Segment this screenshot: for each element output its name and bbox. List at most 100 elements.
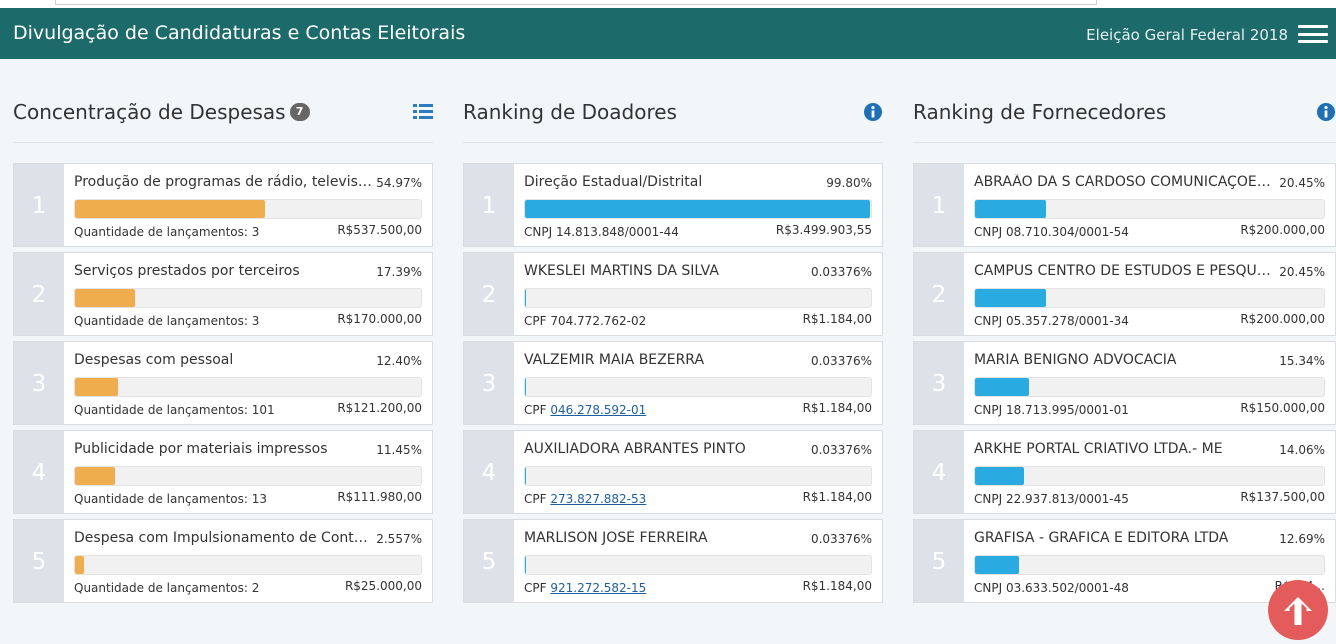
item-detail-label: CPF bbox=[524, 581, 550, 595]
rank-number: 2 bbox=[914, 253, 964, 335]
info-icon[interactable] bbox=[863, 102, 883, 122]
progress-bar bbox=[974, 199, 1325, 219]
item-name: MARLISON JOSÉ FERREIRA bbox=[524, 530, 824, 546]
item-name: Serviços prestados por terceiros bbox=[74, 263, 374, 279]
item-detail-label: CPF bbox=[524, 492, 550, 506]
hamburger-menu-icon[interactable] bbox=[1298, 25, 1328, 43]
rank-number: 3 bbox=[914, 342, 964, 424]
item-percentage: 20.45% bbox=[1279, 265, 1325, 279]
progress-fill bbox=[975, 467, 1024, 485]
ranking-card[interactable]: 5 Despesa com Impulsionamento de Conteúd.… bbox=[13, 519, 433, 603]
item-amount: R$1.184,00 bbox=[803, 579, 872, 593]
progress-bar bbox=[524, 288, 872, 308]
item-percentage: 54.97% bbox=[376, 176, 422, 190]
rank-number: 3 bbox=[14, 342, 64, 424]
progress-bar bbox=[524, 466, 872, 486]
app-title[interactable]: Divulgação de Candidaturas e Contas Elei… bbox=[13, 22, 465, 44]
rank-number: 5 bbox=[14, 520, 64, 602]
item-name: Produção de programas de rádio, televisã… bbox=[74, 174, 374, 190]
item-detail-label: CPF 704.772.762-02 bbox=[524, 314, 646, 328]
document-link[interactable]: 921.272.582-15 bbox=[550, 581, 646, 595]
rank-number: 4 bbox=[464, 431, 514, 513]
item-amount: R$1.184,00 bbox=[803, 401, 872, 415]
rank-number: 2 bbox=[464, 253, 514, 335]
browser-top-strip bbox=[0, 0, 1336, 8]
item-detail-label: CNPJ 22.937.813/0001-45 bbox=[974, 492, 1129, 506]
progress-bar bbox=[974, 466, 1325, 486]
progress-bar bbox=[74, 466, 422, 486]
progress-fill bbox=[75, 556, 84, 574]
item-detail-label: Quantidade de lançamentos: 13 bbox=[74, 492, 267, 506]
arrow-up-icon bbox=[1268, 580, 1328, 640]
item-amount: R$137.500,00 bbox=[1240, 490, 1325, 504]
item-name: WKESLEI MARTINS DA SILVA bbox=[524, 263, 824, 279]
item-name: Publicidade por materiais impressos bbox=[74, 441, 374, 457]
item-detail: CPF 921.272.582-15 bbox=[524, 581, 646, 595]
ranking-card[interactable]: 1 ABRAÃO DA S CARDOSO COMUNICAÇÕES (... 20… bbox=[913, 163, 1336, 247]
document-link[interactable]: 273.827.882-53 bbox=[550, 492, 646, 506]
scroll-to-top-button[interactable] bbox=[1268, 580, 1328, 640]
rank-number: 3 bbox=[464, 342, 514, 424]
rank-number: 2 bbox=[14, 253, 64, 335]
item-amount: R$200.000,00 bbox=[1240, 312, 1325, 326]
progress-bar bbox=[524, 199, 872, 219]
item-percentage: 2.557% bbox=[376, 532, 422, 546]
rank-number: 1 bbox=[464, 164, 514, 246]
item-detail-label: CNPJ 03.633.502/0001-48 bbox=[974, 581, 1129, 595]
item-amount: R$3.499.903,55 bbox=[776, 223, 872, 237]
item-percentage: 0.03376% bbox=[811, 443, 872, 457]
ranking-card[interactable]: 1 Produção de programas de rádio, televis… bbox=[13, 163, 433, 247]
item-percentage: 0.03376% bbox=[811, 532, 872, 546]
info-icon[interactable] bbox=[1316, 102, 1336, 122]
item-name: VALZEMIR MAIA BEZERRA bbox=[524, 352, 824, 368]
progress-bar bbox=[74, 555, 422, 575]
item-amount: R$1.184,00 bbox=[803, 312, 872, 326]
rank-number: 1 bbox=[14, 164, 64, 246]
item-detail: Quantidade de lançamentos: 3 bbox=[74, 314, 259, 328]
item-detail: CPF 273.827.882-53 bbox=[524, 492, 646, 506]
item-percentage: 0.03376% bbox=[811, 354, 872, 368]
item-name: Despesas com pessoal bbox=[74, 352, 374, 368]
item-percentage: 20.45% bbox=[1279, 176, 1325, 190]
item-name: AUXILIADORA ABRANTES PINTO bbox=[524, 441, 824, 457]
progress-bar bbox=[74, 199, 422, 219]
item-name: ABRAÃO DA S CARDOSO COMUNICAÇÕES (... bbox=[974, 174, 1274, 190]
item-amount: R$25.000,00 bbox=[345, 579, 422, 593]
item-detail: CNPJ 22.937.813/0001-45 bbox=[974, 492, 1129, 506]
item-percentage: 0.03376% bbox=[811, 265, 872, 279]
item-detail: CNPJ 14.813.848/0001-44 bbox=[524, 225, 679, 239]
item-name: ARKHE PORTAL CRIATIVO LTDA.- ME bbox=[974, 441, 1274, 457]
column-title-text: Ranking de Fornecedores bbox=[913, 100, 1166, 124]
item-detail-label: Quantidade de lançamentos: 101 bbox=[74, 403, 275, 417]
rank-number: 1 bbox=[914, 164, 964, 246]
item-amount: R$121.200,00 bbox=[337, 401, 422, 415]
progress-bar bbox=[74, 288, 422, 308]
item-name: Despesa com Impulsionamento de Conteúd..… bbox=[74, 530, 374, 546]
progress-bar bbox=[524, 555, 872, 575]
address-bar-edge bbox=[55, 0, 1097, 5]
count-badge: 7 bbox=[290, 103, 310, 121]
progress-fill bbox=[75, 200, 265, 218]
list-icon[interactable] bbox=[413, 102, 433, 122]
rank-number: 4 bbox=[914, 431, 964, 513]
item-amount: R$200.000,00 bbox=[1240, 223, 1325, 237]
item-detail-label: CNPJ 05.357.278/0001-34 bbox=[974, 314, 1129, 328]
item-name: Direção Estadual/Distrital bbox=[524, 174, 824, 190]
document-link[interactable]: 046.278.592-01 bbox=[550, 403, 646, 417]
progress-bar bbox=[524, 377, 872, 397]
item-amount: R$1.184,00 bbox=[803, 490, 872, 504]
